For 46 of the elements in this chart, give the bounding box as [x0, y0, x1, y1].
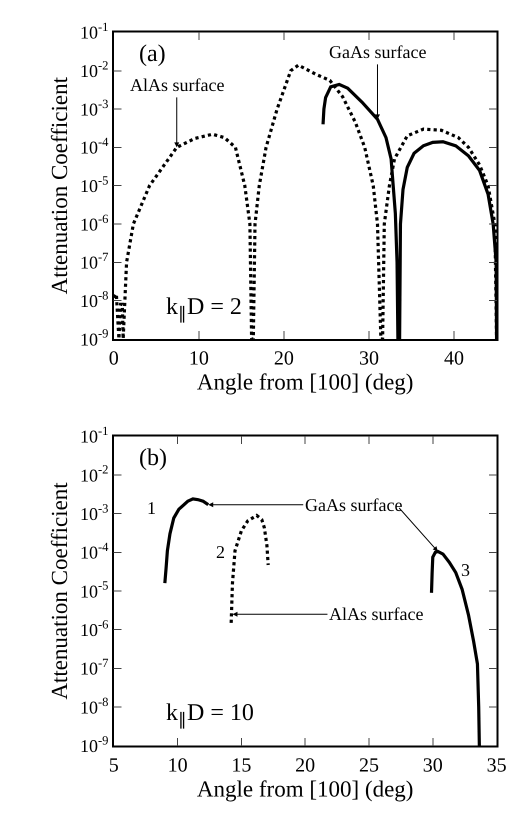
annotation: 2 — [216, 542, 225, 562]
annotation: (a) — [139, 41, 166, 67]
y-tick-label: 10$^{-5}$ — [80, 578, 108, 602]
x-tick-label: 30 — [422, 754, 443, 776]
y-tick-label: 10$^{-3}$ — [80, 96, 108, 120]
y-tick-label: 10$^{-2}$ — [80, 462, 108, 486]
y-tick-label: 10$^{-9}$ — [80, 326, 108, 350]
y-tick-label: 10$^{-7}$ — [80, 250, 108, 273]
x-tick-label: 40 — [444, 348, 464, 370]
y-tick-label: 10$^{-5}$ — [80, 173, 108, 196]
annotation: (b) — [139, 445, 167, 471]
x-tick-label: 10 — [188, 348, 209, 370]
x-tick-label: 20 — [295, 754, 316, 776]
y-axis-title: Attenuation Coefficient — [46, 76, 72, 294]
x-axis-title: Angle from [100] (deg) — [196, 776, 414, 802]
y-tick-label: 10$^{-2}$ — [80, 58, 108, 82]
x-tick-label: 35 — [486, 754, 507, 776]
x-tick-label: 30 — [358, 348, 379, 370]
y-tick-label: 10$^{-8}$ — [80, 694, 108, 718]
y-tick-label: 10$^{-7}$ — [80, 656, 108, 679]
line-series — [230, 514, 270, 624]
y-tick-label: 10$^{-6}$ — [80, 617, 108, 640]
y-tick-label: 10$^{-1}$ — [80, 424, 108, 447]
annotation: GaAs surface — [329, 42, 426, 62]
x-axis-title: Angle from [100] (deg) — [196, 370, 414, 395]
annotation: 3 — [461, 560, 470, 580]
annotation: 1 — [147, 498, 156, 518]
y-tick-label: 10$^{-6}$ — [80, 212, 108, 234]
y-axis-title: Attenuation Coefficient — [46, 482, 72, 700]
x-tick-label: 0 — [108, 348, 119, 370]
x-tick-label: 5 — [108, 754, 119, 776]
y-tick-label: 10$^{-3}$ — [80, 501, 108, 524]
y-tick-label: 10$^{-8}$ — [80, 288, 108, 311]
y-tick-label: 10$^{-4}$ — [80, 540, 110, 563]
y-tick-label: 10$^{-9}$ — [80, 733, 108, 756]
annotation: GaAs surface — [305, 495, 402, 515]
annotation: k$_{∥}$D = 2 — [166, 294, 242, 324]
y-tick-label: 10$^{-1}$ — [80, 20, 108, 43]
y-tick-label: 10$^{-4}$ — [80, 135, 110, 158]
annotation: AlAs surface — [329, 604, 424, 624]
x-tick-label: 25 — [358, 754, 379, 776]
annotation: AlAs surface — [130, 75, 224, 95]
x-tick-label: 10 — [168, 754, 188, 776]
annotation: k$_{∥}$D = 10 — [166, 700, 254, 730]
x-tick-label: 15 — [231, 754, 252, 776]
x-tick-label: 20 — [274, 348, 294, 370]
